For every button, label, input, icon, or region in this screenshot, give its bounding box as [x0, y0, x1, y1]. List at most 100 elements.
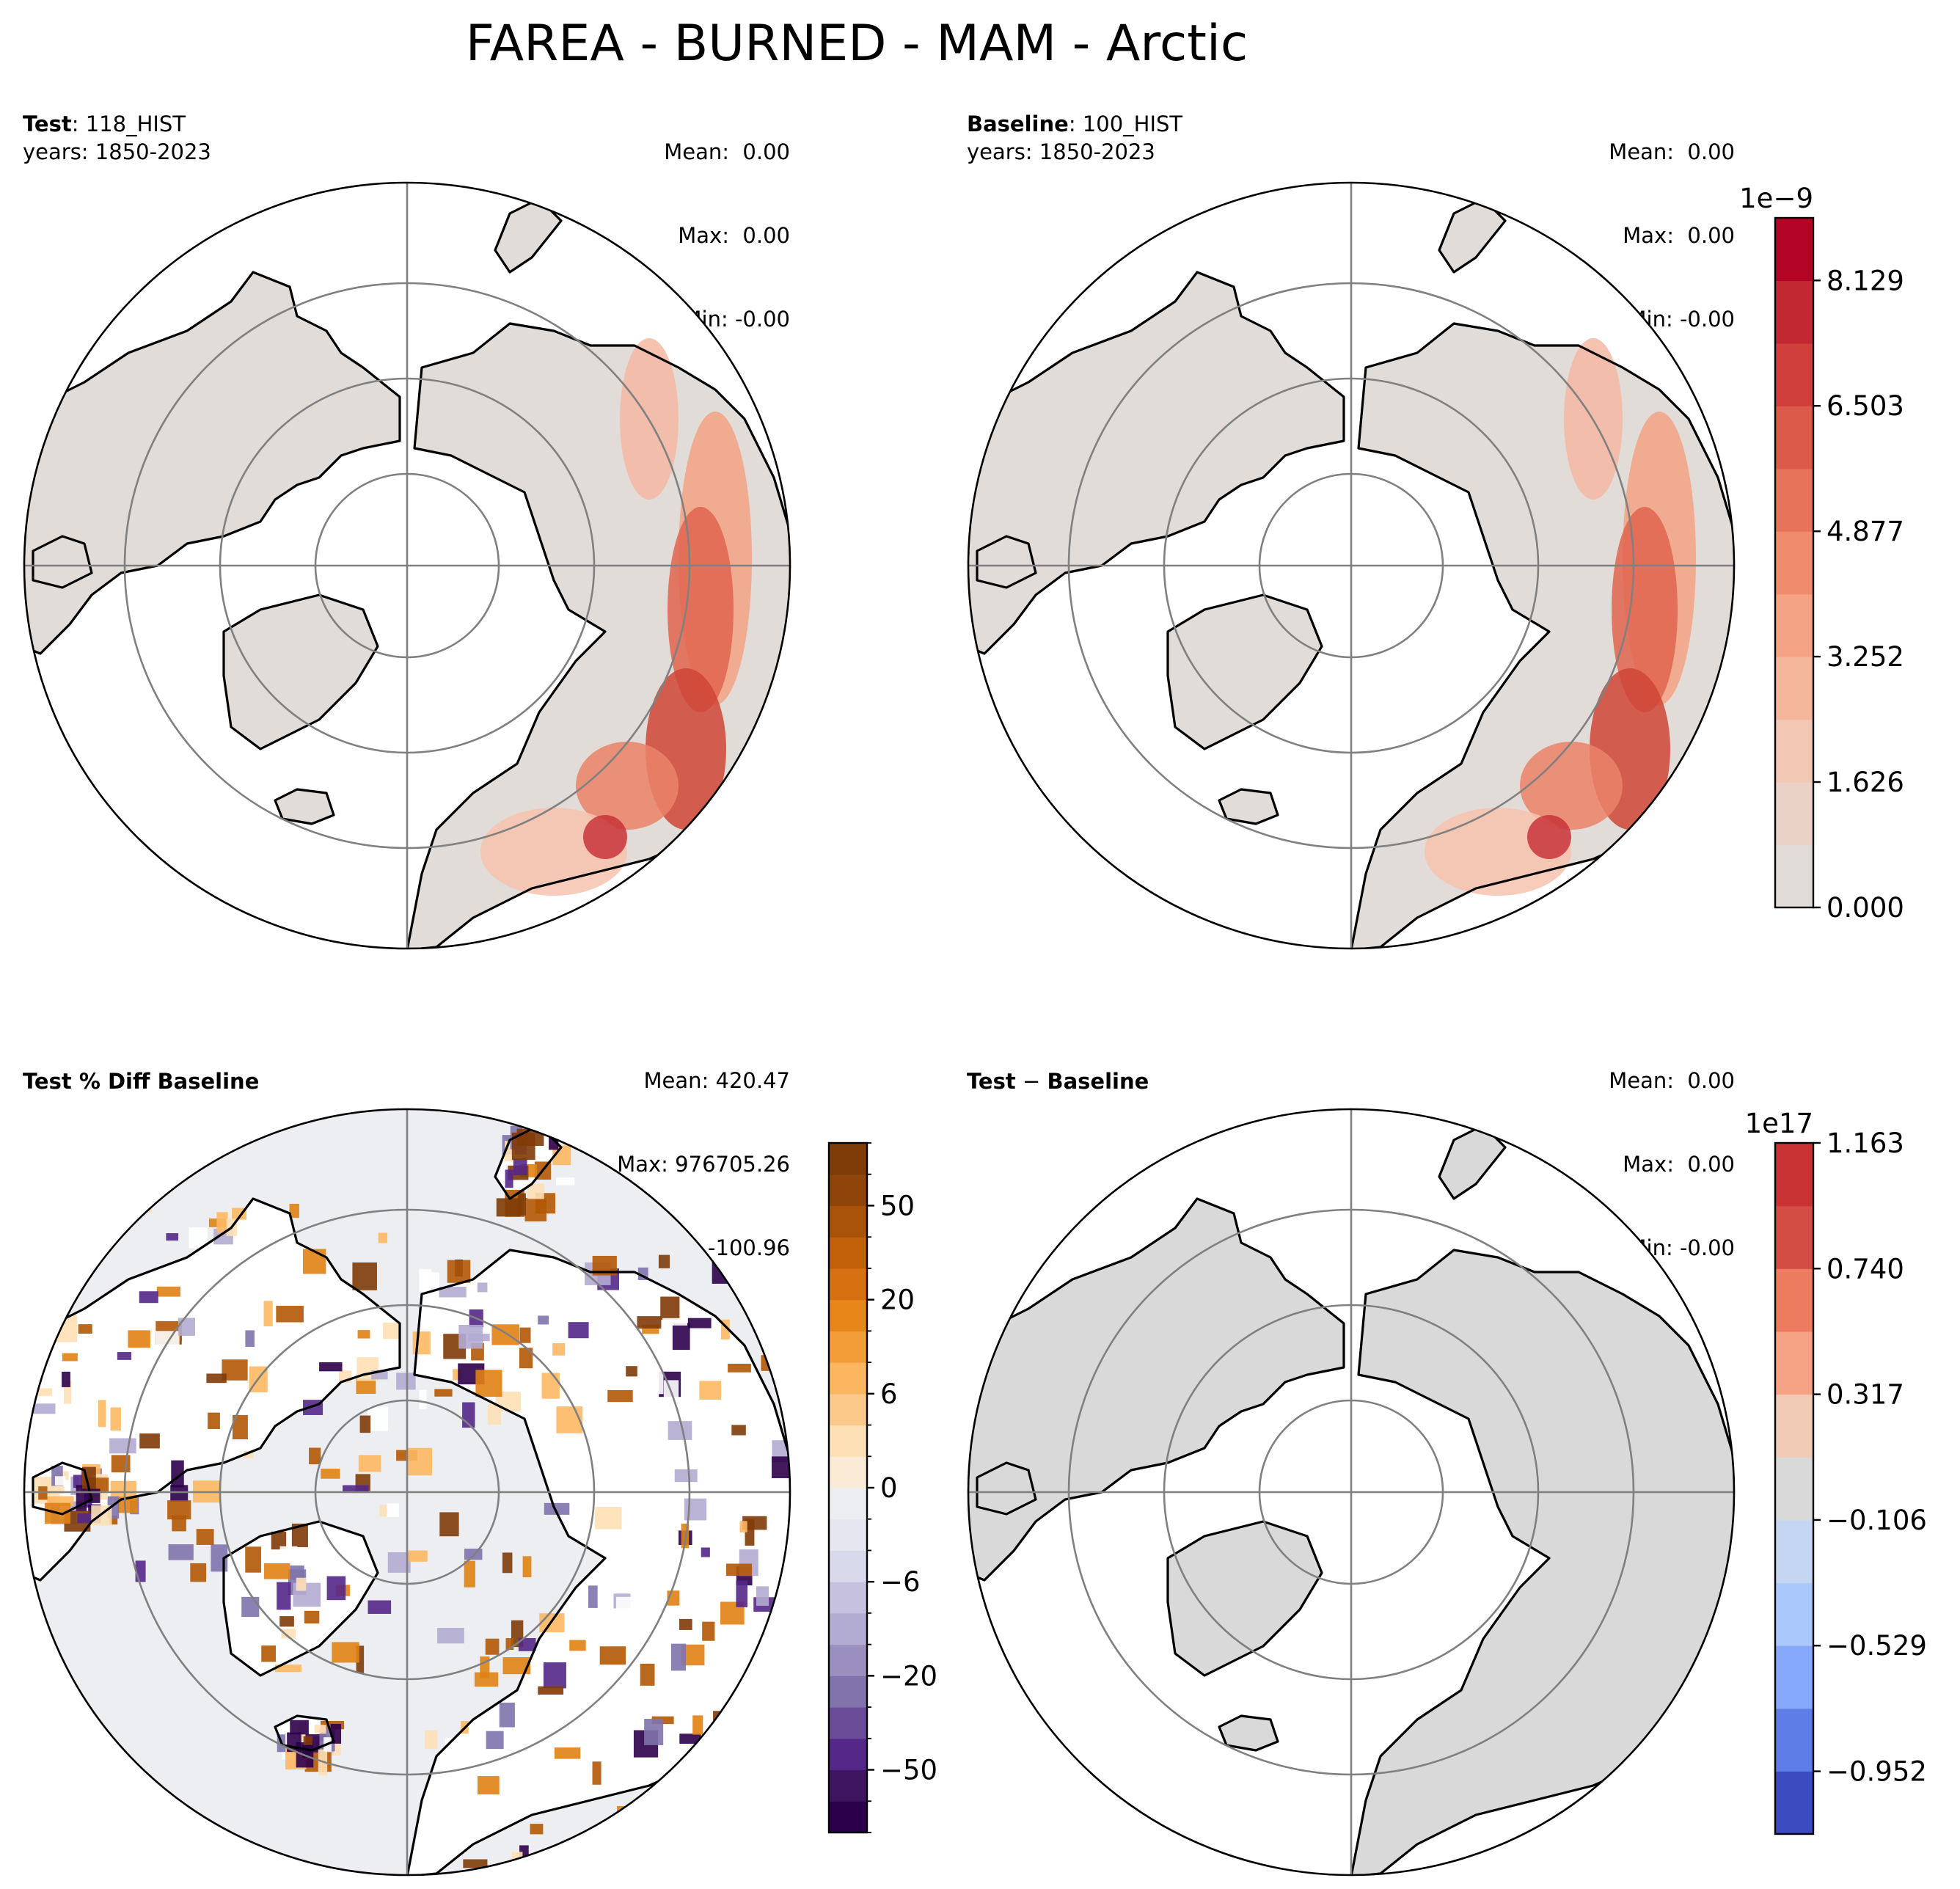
pct-cell [356, 1645, 365, 1673]
baseline-panel-label: Baseline: 100_HIST years: 1850-2023 [967, 110, 1182, 166]
pct-cell [279, 1546, 298, 1562]
pct-cell [527, 1183, 544, 1199]
colorbar-level-9 [1775, 1205, 1813, 1269]
pct-cell [687, 1318, 712, 1329]
diff-panel-label: Test − Baseline [967, 1067, 1149, 1095]
pct-cell [702, 1621, 715, 1641]
pct-cell [505, 1638, 514, 1651]
pct-cell [626, 1366, 637, 1377]
land-region-2 [1168, 1521, 1322, 1676]
pct-cell [667, 1832, 690, 1841]
pct-cell [505, 1169, 513, 1188]
pct-cell [709, 1871, 727, 1875]
baseline-colorbar: 0.000 1.626 3.252 4.877 6.503 8.129 1e−9 [1739, 183, 1904, 924]
data-blob-4 [576, 742, 679, 830]
colorbar-tick-label-0: −0.952 [1826, 1756, 1927, 1788]
colorbar-level-3 [829, 1707, 867, 1739]
pct-cell [720, 1319, 730, 1340]
colorbar-tick-label-2: 3.252 [1826, 641, 1904, 673]
pct-cell [739, 1521, 747, 1532]
diff-mean: Mean: 0.00 [1609, 1068, 1735, 1093]
pct-cell [357, 1330, 370, 1339]
pct-cell [705, 1826, 730, 1841]
colorbar-level-5 [1775, 531, 1813, 595]
pct-cell [396, 1373, 416, 1390]
pct-cell [769, 1344, 780, 1353]
pct-cell [747, 1676, 773, 1691]
colorbar-tick-label-1: −0.529 [1826, 1630, 1927, 1662]
pct-cell [289, 1203, 299, 1218]
pct-cell [552, 1342, 566, 1356]
pct-cell [496, 1198, 521, 1217]
pct-cell [368, 1600, 392, 1614]
colorbar-level-9 [1775, 280, 1813, 344]
colorbar-level-7 [829, 1582, 867, 1614]
colorbar-level-10 [1775, 1143, 1813, 1207]
colorbar-level-4 [829, 1676, 867, 1708]
pct-cell [502, 1657, 531, 1675]
pct-cell [541, 1373, 560, 1399]
pct-cell [276, 1306, 304, 1323]
pct-cell [771, 1456, 790, 1478]
pct-cell [109, 1438, 136, 1454]
pct-cell [62, 1371, 70, 1387]
test-label-bold: Test [23, 112, 72, 136]
pct-cell [25, 1336, 42, 1345]
pct-cell [245, 1546, 262, 1573]
pct-cell [569, 1640, 586, 1651]
pct-cell [117, 1497, 138, 1513]
pct-cell [615, 1596, 639, 1625]
pct-cell [668, 1421, 692, 1440]
land-region-5 [977, 1463, 1036, 1514]
pct-cell [233, 1414, 248, 1440]
pct-cell [382, 1322, 401, 1340]
colorbar-tick-label-3: 0 [880, 1472, 898, 1504]
diff-label-baseline: Baseline [1047, 1069, 1149, 1094]
colorbar-tick-label-4: 0.740 [1826, 1253, 1904, 1285]
colorbar-level-11 [829, 1456, 867, 1488]
diff-label-test: Test [967, 1069, 1016, 1094]
pctdiff-panel-label: Test % Diff Baseline [23, 1067, 259, 1095]
pct-cell [518, 1637, 536, 1651]
pct-cell [303, 1736, 313, 1745]
pct-cell [658, 1254, 670, 1268]
colorbar-level-13 [829, 1393, 867, 1426]
pct-cell [717, 1713, 745, 1723]
pct-cell [788, 1517, 790, 1543]
colorbar-tick-label-4: 6 [880, 1378, 898, 1410]
colorbar-scale-label: 1e17 [1745, 1108, 1813, 1139]
land-region-0 [968, 272, 1344, 654]
pct-cell [358, 1455, 381, 1472]
colorbar-tick-label-4: 6.503 [1826, 390, 1904, 422]
pct-cell [777, 1315, 790, 1344]
colorbar-level-6 [829, 1612, 867, 1645]
colorbar-tick-label-1: −20 [880, 1660, 937, 1692]
pct-cell [332, 1642, 359, 1663]
pct-cell [728, 1718, 748, 1727]
colorbar-tick-label-3: 4.877 [1826, 516, 1904, 547]
pct-cell [486, 1731, 504, 1750]
pct-cell [368, 1406, 388, 1431]
pct-cell [640, 1663, 655, 1686]
coastline-5 [976, 535, 1037, 589]
coastline-0 [24, 271, 401, 655]
pct-cell [791, 1259, 802, 1278]
pct-cell [464, 1560, 475, 1587]
pct-cell [168, 1544, 194, 1560]
pct-cell [487, 1404, 502, 1425]
pct-cell [437, 1627, 464, 1644]
colorbar-tick-label-3: 0.317 [1826, 1379, 1904, 1411]
coastline-1 [406, 1249, 790, 1875]
test-mean: Mean: 0.00 [664, 139, 790, 164]
colorbar-level-8 [829, 1550, 867, 1582]
land-region-0 [24, 272, 400, 654]
pct-cell [33, 1388, 53, 1396]
test-label-case: : 118_HIST [71, 112, 186, 136]
pct-cell [139, 1291, 158, 1304]
pct-cell [379, 1505, 389, 1517]
pct-cell [296, 1577, 307, 1591]
colorbar-level-3 [1775, 657, 1813, 720]
pct-cell [519, 1348, 533, 1369]
colorbar-level-5 [1775, 1457, 1813, 1521]
colorbar-scale-label: 1e−9 [1739, 183, 1813, 214]
